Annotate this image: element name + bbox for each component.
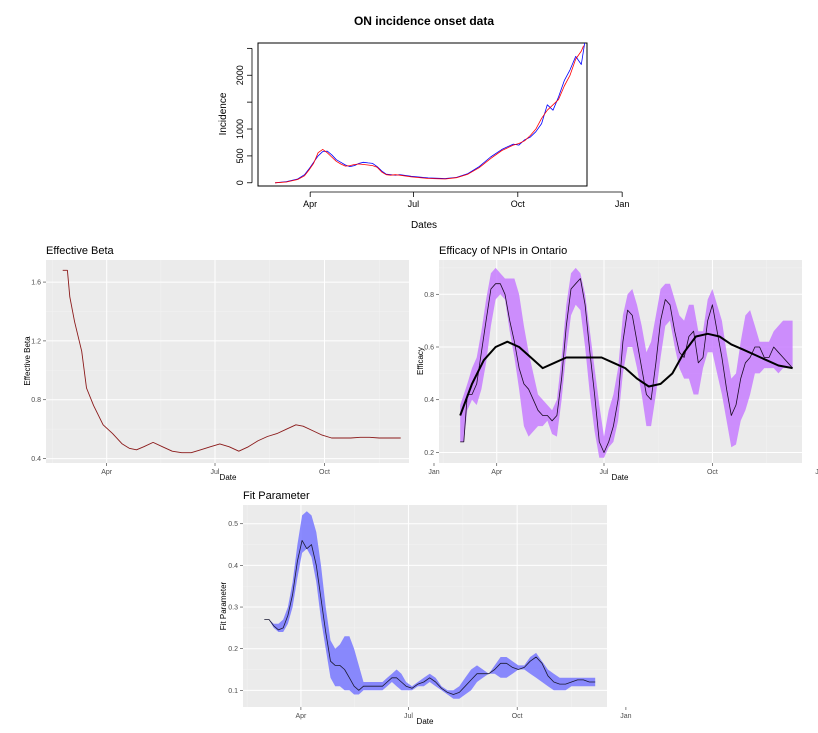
incidence-x-axis-label: Dates bbox=[411, 220, 437, 231]
incidence-chart-title: ON incidence onset data bbox=[354, 14, 494, 28]
beta-y-tick-label: 1.2 bbox=[31, 338, 41, 345]
fit-y-tick-label: 0.3 bbox=[228, 605, 238, 612]
effective-beta-y-axis-label: Effective Beta bbox=[23, 336, 32, 386]
fit-series-fit bbox=[264, 540, 596, 695]
fit-x-tick-label: Apr bbox=[295, 713, 307, 720]
incidence-y-axis-label: Incidence bbox=[218, 92, 229, 135]
effective-beta-panel bbox=[46, 260, 409, 463]
fit-y-tick-label: 0.1 bbox=[228, 688, 238, 695]
beta-x-tick-label: Jan bbox=[428, 469, 439, 476]
efficacy-x-tick-label: Jul bbox=[600, 469, 609, 476]
fit-y-tick-label: 0.2 bbox=[228, 646, 238, 653]
incidence-x-tick-label: Oct bbox=[511, 199, 526, 209]
fit-parameter-title: Fit Parameter bbox=[243, 490, 310, 502]
fit-parameter-x-axis-label: Date bbox=[417, 717, 434, 726]
incidence-x-tick-label: Apr bbox=[303, 199, 317, 209]
incidence-x-tick-label: Jan bbox=[615, 199, 630, 209]
beta-series-beta bbox=[62, 269, 401, 454]
beta-y-tick-label: 0.8 bbox=[31, 397, 41, 404]
fit-x-tick-label: Jan bbox=[620, 713, 631, 720]
fit-x-tick-label: Jul bbox=[404, 713, 413, 720]
incidence-y-tick-label: 500 bbox=[235, 148, 245, 163]
effective-beta-chart: Effective Beta Apr Jul Oct Jan0.40.81.21.6 … bbox=[23, 245, 440, 482]
efficacy-x-tick-label: Apr bbox=[491, 469, 503, 476]
incidence-series-red bbox=[274, 45, 584, 184]
efficacy-x-tick-label: Oct bbox=[707, 469, 718, 476]
efficacy-y-tick-label: 0.2 bbox=[424, 450, 434, 457]
incidence-chart: ON incidence onset data Apr Jul Oct Jan 0 500… bbox=[218, 14, 629, 231]
fit-confidence-band bbox=[264, 511, 596, 699]
incidence-y-tick-label: 2000 bbox=[235, 65, 245, 85]
fit-x-tick-label: Oct bbox=[512, 713, 523, 720]
efficacy-series-efficacy bbox=[460, 278, 793, 453]
efficacy-x-tick-label: Jan bbox=[815, 469, 818, 476]
fit-y-tick-label: 0.4 bbox=[228, 563, 238, 570]
incidence-x-tick-label: Jul bbox=[408, 199, 420, 209]
fit-parameter-chart: Fit Parameter Apr Jul Oct Jan 0.1 0.2 0.3 0.4 0.… bbox=[219, 490, 632, 726]
efficacy-y-tick-label: 0.6 bbox=[424, 345, 434, 352]
effective-beta-title: Effective Beta bbox=[46, 245, 115, 257]
beta-x-tick-label: Apr bbox=[101, 469, 113, 476]
beta-x-tick-label: Oct bbox=[319, 469, 330, 476]
incidence-y-tick-label: 1000 bbox=[235, 119, 245, 139]
fit-parameter-y-axis-label: Fit Parameter bbox=[219, 581, 228, 630]
incidence-series-blue bbox=[274, 42, 586, 184]
efficacy-y-tick-label: 0.8 bbox=[424, 292, 434, 299]
efficacy-series-smooth bbox=[459, 332, 793, 416]
incidence-plot-box bbox=[257, 42, 588, 187]
fit-y-tick-label: 0.5 bbox=[228, 521, 238, 528]
efficacy-x-axis-label: Date bbox=[612, 473, 629, 482]
efficacy-y-tick-label: 0.4 bbox=[424, 397, 434, 404]
beta-y-tick-label: 0.4 bbox=[31, 456, 41, 463]
effective-beta-x-axis-label: Date bbox=[220, 473, 237, 482]
beta-x-tick-label: Jul bbox=[211, 469, 220, 476]
efficacy-title: Efficacy of NPIs in Ontario bbox=[439, 245, 567, 257]
efficacy-y-axis-label: Efficacy bbox=[416, 347, 425, 375]
beta-y-tick-label: 1.6 bbox=[31, 280, 41, 287]
efficacy-chart: Efficacy of NPIs in Ontario Apr Jul Oct Jan… bbox=[416, 245, 818, 482]
incidence-y-tick-label: 0 bbox=[235, 180, 245, 185]
